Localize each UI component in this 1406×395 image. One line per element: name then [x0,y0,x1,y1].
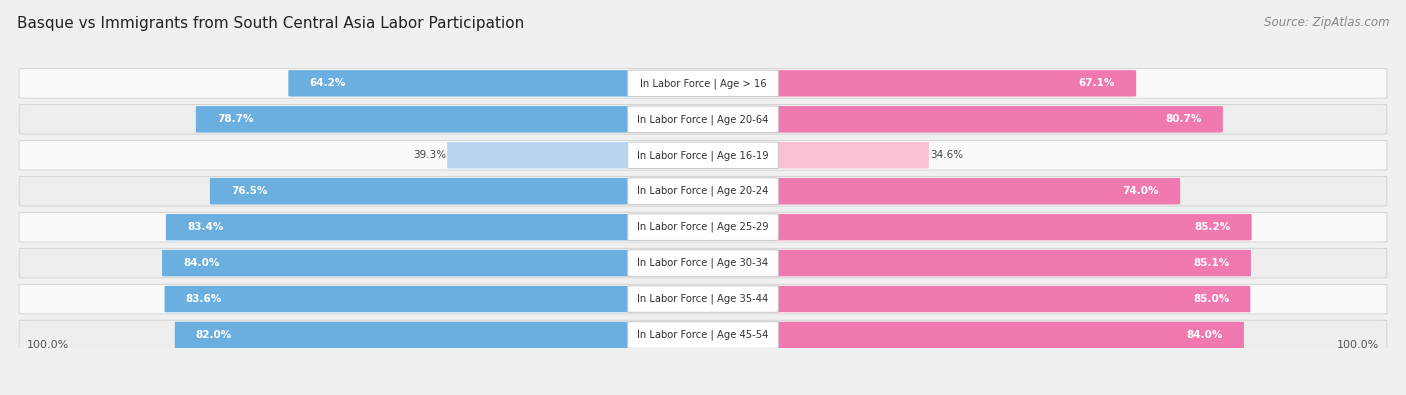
FancyBboxPatch shape [627,286,779,312]
FancyBboxPatch shape [627,214,779,241]
Text: In Labor Force | Age 30-34: In Labor Force | Age 30-34 [637,258,769,268]
Text: 84.0%: 84.0% [1187,330,1223,340]
FancyBboxPatch shape [627,106,779,133]
Text: In Labor Force | Age 25-29: In Labor Force | Age 25-29 [637,222,769,232]
FancyBboxPatch shape [768,214,1251,241]
FancyBboxPatch shape [162,250,638,276]
FancyBboxPatch shape [20,105,1386,134]
Text: 85.0%: 85.0% [1194,294,1229,304]
FancyBboxPatch shape [20,213,1386,242]
FancyBboxPatch shape [174,322,638,348]
Text: 34.6%: 34.6% [931,150,963,160]
FancyBboxPatch shape [768,70,1136,97]
FancyBboxPatch shape [768,178,1180,205]
Text: 76.5%: 76.5% [231,186,267,196]
Text: 82.0%: 82.0% [195,330,232,340]
FancyBboxPatch shape [768,106,1223,133]
Text: 39.3%: 39.3% [413,150,446,160]
Text: In Labor Force | Age 20-24: In Labor Force | Age 20-24 [637,186,769,196]
FancyBboxPatch shape [768,286,1250,312]
FancyBboxPatch shape [627,250,779,276]
FancyBboxPatch shape [20,69,1386,98]
Text: 83.6%: 83.6% [186,294,222,304]
Text: 64.2%: 64.2% [309,78,346,88]
FancyBboxPatch shape [166,214,638,241]
FancyBboxPatch shape [627,70,779,97]
Text: 85.2%: 85.2% [1194,222,1230,232]
Text: 100.0%: 100.0% [27,340,69,350]
Text: In Labor Force | Age 35-44: In Labor Force | Age 35-44 [637,294,769,304]
Text: 83.4%: 83.4% [187,222,224,232]
FancyBboxPatch shape [768,322,1244,348]
Text: In Labor Force | Age 45-54: In Labor Force | Age 45-54 [637,330,769,340]
FancyBboxPatch shape [768,142,929,169]
Text: Source: ZipAtlas.com: Source: ZipAtlas.com [1264,16,1389,29]
Text: Basque vs Immigrants from South Central Asia Labor Participation: Basque vs Immigrants from South Central … [17,16,524,31]
Text: 74.0%: 74.0% [1122,186,1159,196]
FancyBboxPatch shape [20,177,1386,206]
FancyBboxPatch shape [627,322,779,348]
FancyBboxPatch shape [20,248,1386,278]
FancyBboxPatch shape [209,178,638,205]
FancyBboxPatch shape [195,106,638,133]
FancyBboxPatch shape [627,178,779,205]
Text: 78.7%: 78.7% [217,114,253,124]
Text: In Labor Force | Age 16-19: In Labor Force | Age 16-19 [637,150,769,160]
Text: 67.1%: 67.1% [1078,78,1115,88]
Text: In Labor Force | Age > 16: In Labor Force | Age > 16 [640,78,766,88]
FancyBboxPatch shape [768,250,1251,276]
FancyBboxPatch shape [165,286,638,312]
Text: 80.7%: 80.7% [1166,114,1202,124]
Text: 85.1%: 85.1% [1194,258,1230,268]
Text: 84.0%: 84.0% [183,258,219,268]
FancyBboxPatch shape [627,142,779,169]
FancyBboxPatch shape [20,284,1386,314]
Text: In Labor Force | Age 20-64: In Labor Force | Age 20-64 [637,114,769,124]
FancyBboxPatch shape [447,142,638,169]
FancyBboxPatch shape [288,70,638,97]
FancyBboxPatch shape [20,320,1386,350]
Text: 100.0%: 100.0% [1337,340,1379,350]
FancyBboxPatch shape [20,141,1386,170]
